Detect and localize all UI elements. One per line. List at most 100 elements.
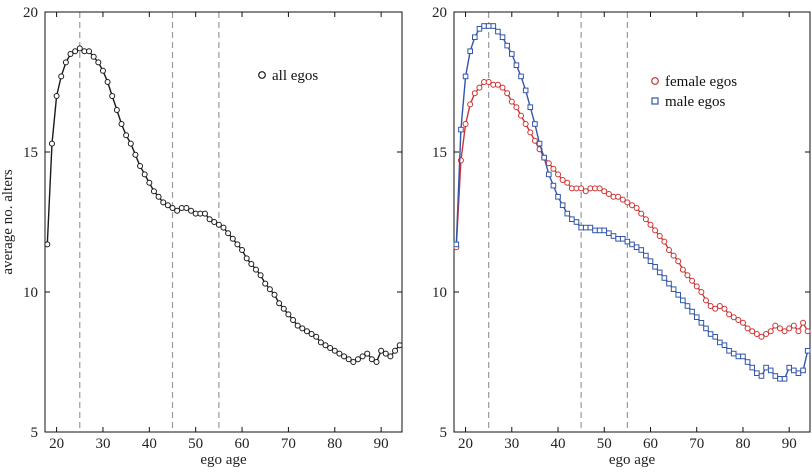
data-point — [578, 224, 584, 231]
data-point — [790, 322, 797, 329]
data-point — [633, 244, 640, 250]
data-point — [508, 98, 515, 105]
data-point — [767, 367, 774, 374]
data-point — [596, 227, 603, 234]
x-tick-label: 60 — [643, 436, 658, 452]
data-point — [753, 331, 760, 337]
data-point — [804, 348, 811, 354]
data-point — [490, 23, 497, 29]
data-point — [462, 73, 469, 80]
data-point — [150, 188, 157, 195]
data-point — [559, 177, 566, 183]
legend-marker — [651, 77, 659, 85]
data-point — [331, 347, 338, 354]
data-point — [656, 269, 663, 276]
data-point — [262, 280, 269, 287]
data-point — [494, 81, 501, 88]
x-tick-label: 40 — [142, 436, 157, 452]
x-tick-label: 80 — [735, 436, 750, 452]
data-point — [303, 328, 310, 335]
data-point — [786, 364, 792, 371]
data-point — [373, 359, 380, 365]
data-point — [545, 171, 552, 178]
data-point — [684, 303, 691, 309]
x-tick-label: 70 — [281, 436, 296, 452]
data-point — [795, 328, 802, 335]
data-point — [527, 104, 534, 111]
data-point — [763, 331, 770, 337]
data-point — [453, 241, 460, 248]
data-point — [781, 328, 788, 335]
data-point — [322, 342, 329, 349]
data-point — [716, 303, 723, 309]
data-point — [652, 264, 658, 270]
data-point — [485, 79, 492, 85]
data-point — [629, 202, 635, 209]
data-point — [467, 101, 474, 108]
data-point — [777, 376, 783, 382]
data-point — [341, 353, 348, 360]
data-point — [800, 367, 806, 374]
data-point — [132, 151, 139, 158]
data-point — [795, 370, 802, 376]
data-point — [234, 241, 241, 248]
data-point — [592, 227, 598, 234]
data-point — [781, 376, 788, 382]
data-point — [680, 297, 686, 304]
data-point — [702, 297, 709, 304]
data-point — [675, 292, 682, 298]
data-point — [555, 194, 561, 200]
series-all-egos: all egos — [44, 45, 403, 365]
data-point — [786, 325, 793, 332]
data-point — [350, 359, 357, 365]
chart-panel-1: 20 30 40 50 60 70 80 90 5 10 15 20 ego age average no… — [0, 5, 403, 468]
data-point — [800, 319, 807, 326]
y-tick-label: 10 — [23, 285, 38, 301]
x-axis-label: ego age — [609, 452, 656, 468]
plot-frame — [44, 11, 403, 433]
data-point — [767, 328, 774, 335]
x-tick-label: 50 — [188, 436, 203, 452]
data-point — [495, 28, 501, 35]
data-point — [183, 205, 190, 211]
legend-marker — [651, 97, 659, 105]
data-point — [693, 283, 700, 290]
data-point — [513, 104, 520, 111]
data-point — [675, 258, 682, 265]
data-point — [317, 339, 324, 346]
data-point — [550, 165, 557, 172]
data-point — [698, 289, 705, 295]
x-tick-label: 30 — [95, 436, 110, 452]
data-point — [206, 216, 213, 223]
data-point — [573, 219, 580, 225]
data-point — [137, 163, 144, 169]
data-point — [721, 342, 728, 348]
data-point — [53, 93, 60, 99]
data-point — [481, 23, 487, 29]
data-point — [670, 286, 677, 292]
data-point — [513, 62, 520, 69]
data-point — [518, 73, 524, 80]
data-point — [485, 23, 492, 29]
data-point — [615, 193, 622, 200]
legend-marker — [258, 71, 266, 79]
data-point — [99, 67, 106, 74]
data-point — [559, 202, 566, 208]
data-point — [647, 221, 654, 228]
data-point — [707, 303, 714, 309]
data-point — [248, 261, 255, 267]
data-point — [518, 112, 525, 119]
data-point — [749, 364, 756, 371]
data-point — [555, 171, 562, 178]
data-point — [229, 235, 236, 242]
data-point — [123, 132, 130, 139]
data-point — [638, 210, 645, 217]
data-point — [109, 93, 116, 99]
data-point — [252, 266, 259, 273]
data-point — [647, 258, 654, 264]
y-tick-label: 15 — [432, 145, 447, 161]
data-point — [601, 188, 608, 195]
y-tick-label: 20 — [23, 5, 38, 21]
data-point — [290, 317, 297, 323]
data-point — [345, 356, 352, 363]
